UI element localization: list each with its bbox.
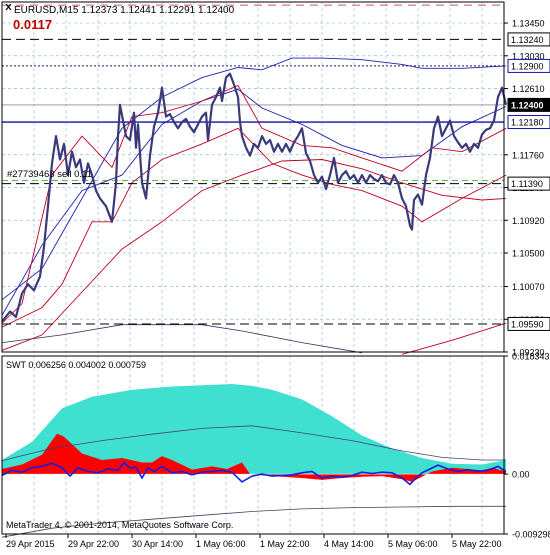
price-bands: [1, 57, 507, 355]
symbol-header: EURUSD,M15 1.12373 1.12441 1.12291 1.124…: [14, 5, 235, 16]
order-label[interactable]: #27739463 sell 0.11: [7, 169, 92, 180]
level-tag-label: 1.12900: [511, 61, 544, 71]
swt-red-area: [2, 433, 506, 482]
level-tag-label: 1.13240: [511, 35, 544, 45]
x-tick-label: 1 May 06:00: [196, 539, 246, 549]
x-tick-label: 29 Apr 2015: [6, 539, 55, 549]
y-tick-label: 1.10070: [512, 282, 545, 292]
chart-arrows-icon: [5, 3, 12, 11]
band-red-slow: [1, 159, 507, 351]
level-tag[interactable]: [507, 58, 550, 73]
level-tag[interactable]: [507, 97, 550, 112]
swt-signal-line: [1, 461, 507, 486]
y-tick-label: 1.12610: [512, 84, 545, 94]
level-tag[interactable]: [507, 115, 550, 130]
profit-value: 0.0117: [13, 17, 52, 32]
y-tick-label: 0.018343: [512, 352, 550, 362]
level-tag[interactable]: [507, 176, 550, 191]
y-tick-label: 1.10500: [512, 249, 545, 259]
price-line: [1, 72, 508, 323]
level-tag-label: 1.12400: [511, 100, 544, 110]
indicator-axis: 0.018343 0.00 -0.009298: [504, 352, 550, 540]
main-chart-frame: [1, 1, 505, 353]
x-tick-label: 5 May 06:00: [388, 539, 438, 549]
time-axis: 29 Apr 2015 29 Apr 22:00 30 Apr 14:00 1 May…: [5, 534, 502, 549]
y-tick-label: 1.10920: [512, 216, 545, 226]
band-blue-mid: [1, 88, 507, 316]
y-tick-label: 1.11760: [512, 150, 544, 160]
band-red-upper: [1, 84, 507, 324]
band-blue-upper: [1, 57, 507, 301]
y-tick-label: 1.13030: [512, 51, 545, 61]
swt-aqua-area: [2, 384, 506, 475]
band-dark-lower: [1, 324, 363, 354]
level-tags[interactable]: 1.13240 1.12900 1.12400 1.12180 1.11390 1.095…: [507, 32, 550, 331]
level-tag-label: 1.09590: [511, 319, 544, 329]
level-tag-label: 1.11390: [511, 179, 543, 189]
copyright-text: MetaTrader 4, © 2001-2014, MetaQuotes So…: [6, 520, 233, 530]
x-tick-label: 29 Apr 22:00: [68, 539, 119, 549]
y-tick-label: 1.13450: [512, 19, 545, 29]
band-red-lower: [1, 127, 507, 328]
swt-indicator: [1, 384, 507, 538]
x-tick-label: 4 May 14:00: [324, 539, 374, 549]
level-tag-label: 1.12180: [511, 118, 544, 128]
swt-upper-line: [1, 425, 506, 461]
y-tick-label: 1.09230: [512, 348, 545, 358]
swt-lower-line: [1, 505, 506, 538]
y-tick-label: -0.009298: [512, 530, 550, 540]
level-tag[interactable]: [507, 32, 550, 47]
x-tick-label: 1 May 22:00: [260, 539, 310, 549]
indicator-frame: [1, 355, 505, 535]
y-tick-label: 0.00: [512, 470, 530, 480]
price-series: [1, 72, 508, 323]
band-red-bottom: [401, 322, 507, 355]
x-tick-label: 30 Apr 14:00: [132, 539, 183, 549]
price-levels: [2, 4, 504, 325]
indicator-values: SWT 0.006256 0.004002 0.000759: [6, 360, 146, 370]
x-tick-label: 5 May 22:00: [452, 539, 502, 549]
level-tag[interactable]: [507, 316, 550, 331]
